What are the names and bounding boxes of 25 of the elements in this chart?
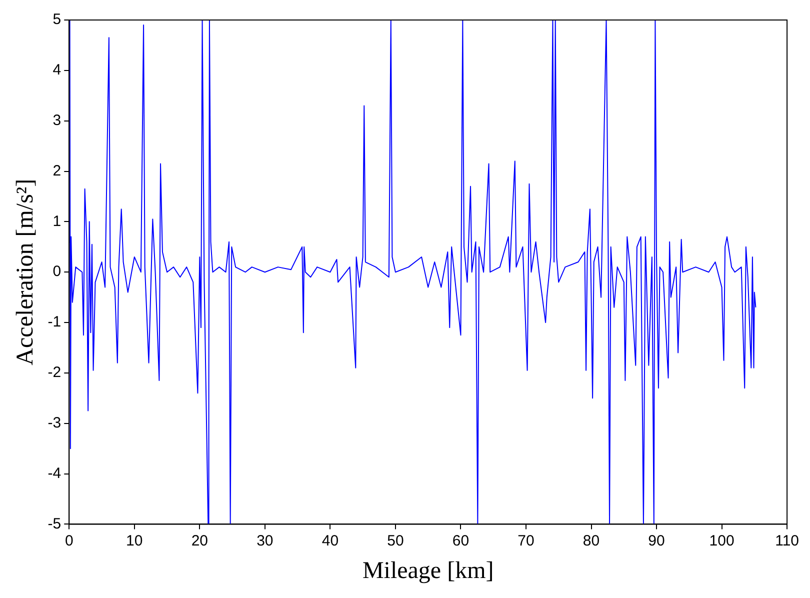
x-tick-label: 0 — [64, 532, 74, 550]
y-tick-label: -5 — [48, 515, 62, 532]
y-tick-label: 0 — [52, 263, 62, 280]
y-tick-label: 3 — [52, 112, 62, 129]
x-axis-title: Mileage [km] — [362, 558, 494, 584]
x-tick-label: 110 — [775, 532, 800, 550]
x-tick-label: 30 — [256, 532, 274, 550]
x-tick-label: 10 — [126, 532, 143, 550]
y-tick-label: 1 — [52, 212, 62, 230]
x-tick-label: 80 — [582, 532, 600, 550]
x-tick-label: 40 — [322, 532, 339, 550]
y-tick-label: 4 — [52, 62, 62, 79]
y-tick-label: -4 — [48, 464, 62, 482]
x-tick-label: 20 — [191, 532, 208, 550]
x-tick-label: 60 — [452, 532, 470, 550]
y-tick-label: -1 — [48, 314, 62, 331]
y-tick-label: 5 — [52, 11, 62, 28]
x-tick-label: 100 — [709, 532, 734, 550]
y-tick-label: -3 — [48, 414, 62, 432]
x-tick-label: 50 — [387, 532, 404, 550]
x-tick-label: 70 — [518, 532, 534, 550]
y-tick-label: 2 — [52, 162, 62, 180]
y-tick-label: -2 — [48, 364, 62, 382]
x-tick-label: 90 — [648, 532, 665, 550]
y-axis-title: Acceleration [m/s²] — [12, 178, 39, 366]
